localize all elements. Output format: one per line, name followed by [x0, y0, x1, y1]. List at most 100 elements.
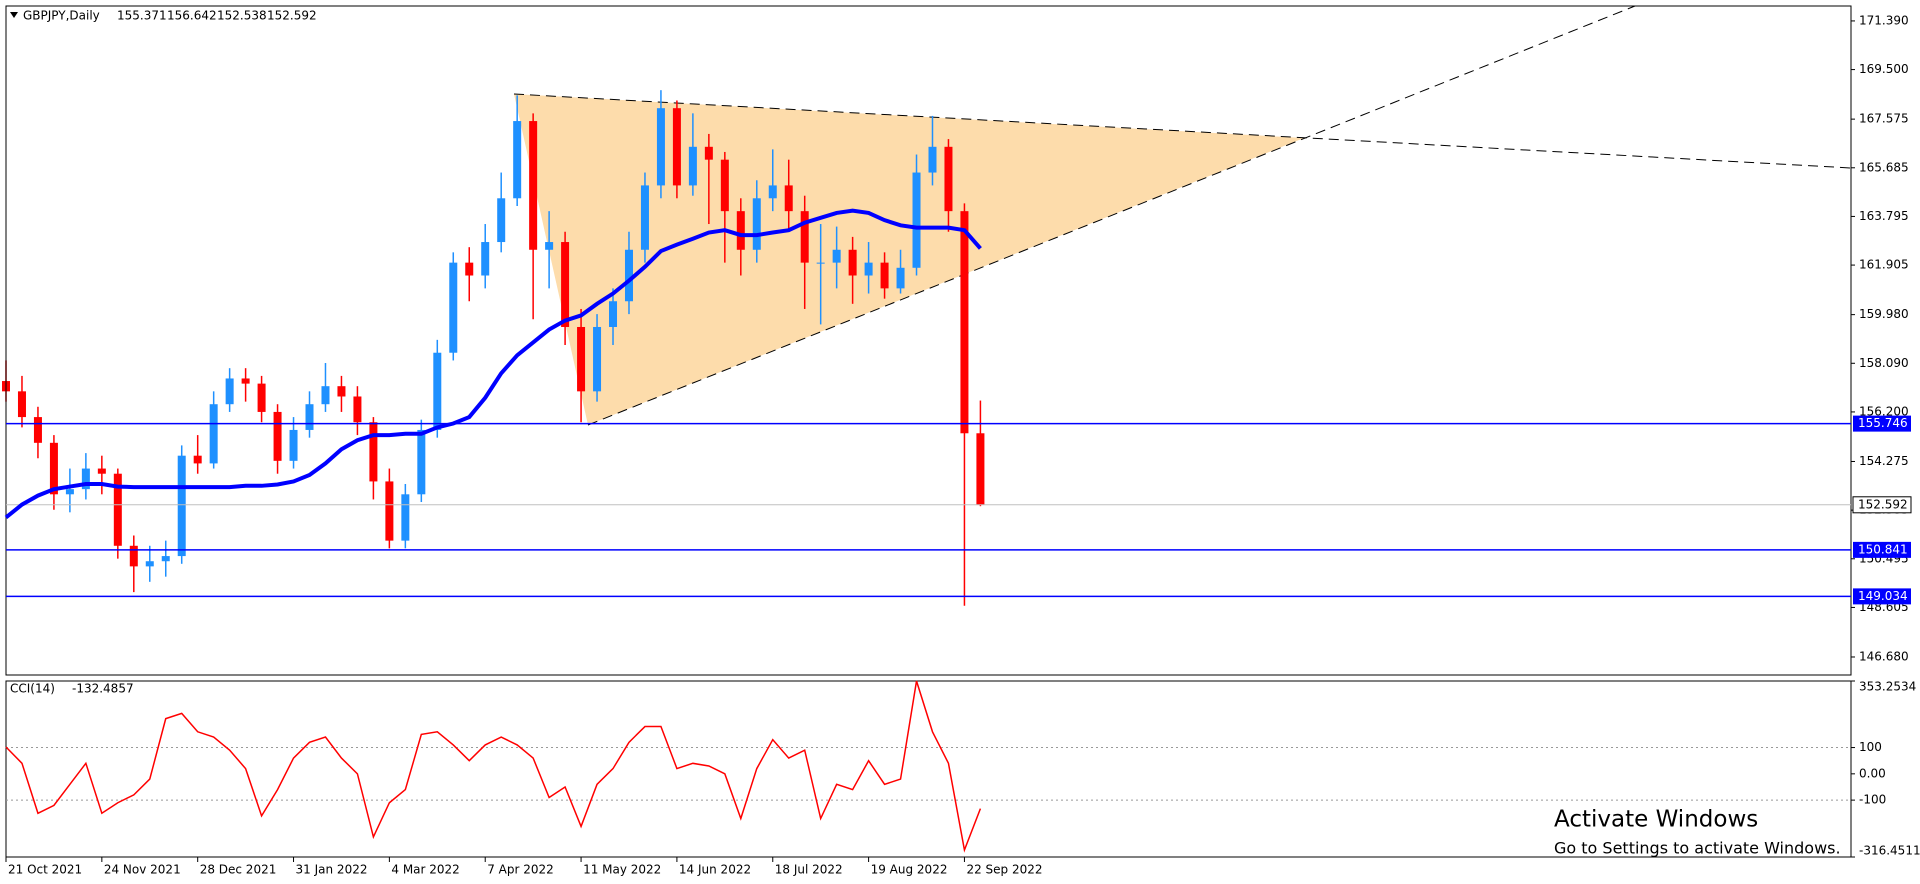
candle-body	[640, 185, 649, 250]
x-tick-label: 4 Mar 2022	[391, 863, 459, 877]
candle-body	[33, 417, 42, 443]
candle-body	[257, 383, 266, 412]
candle-body	[353, 396, 362, 423]
candle-body	[209, 404, 218, 464]
ohlc-close: 152.592	[267, 9, 317, 23]
level-tag	[1853, 588, 1911, 605]
candle-body	[193, 455, 202, 464]
candle-body	[672, 108, 681, 186]
candle-body	[49, 442, 58, 495]
candle-body	[513, 121, 522, 199]
cci-title: CCI(14)	[10, 682, 55, 696]
moving-average	[4, 208, 982, 520]
candle-body	[113, 473, 122, 546]
candle-body	[97, 468, 106, 474]
candle-body	[928, 146, 937, 173]
candle-body	[417, 429, 426, 495]
cci-y-tick-label: 353.2534	[1859, 680, 1916, 694]
candle-body	[337, 386, 346, 397]
candle-body	[225, 378, 234, 405]
candle-body	[848, 249, 857, 276]
candle-body	[65, 489, 74, 495]
ohlc-low: 152.538	[217, 9, 267, 23]
watermark-title: Activate Windows	[1554, 807, 1758, 833]
cci-y-tick-label: -316.4511	[1859, 844, 1920, 858]
candle-body	[561, 242, 570, 327]
trendline-lower	[587, 5, 1636, 426]
candle-body	[800, 211, 809, 263]
cci-y-tick-label: 0.00	[1859, 766, 1886, 780]
cci-y-tick-label: -100	[1859, 793, 1886, 807]
level-label: 155.746	[1858, 416, 1908, 430]
candle-body	[864, 262, 873, 276]
candle-body	[129, 545, 138, 567]
candle-body	[401, 494, 410, 541]
y-tick-label: 163.795	[1859, 209, 1909, 223]
candle-body	[465, 262, 474, 276]
candle-body	[912, 172, 921, 268]
menu-arrow[interactable]	[10, 12, 18, 18]
last-price-tag	[1852, 496, 1912, 514]
x-tick-label: 11 May 2022	[583, 863, 661, 877]
candle-body	[241, 378, 250, 384]
candle-body	[497, 198, 506, 243]
y-tick-label: 165.685	[1859, 160, 1909, 174]
y-tick-label: 156.200	[1859, 404, 1909, 418]
y-tick-label: 146.680	[1859, 649, 1909, 663]
y-tick-label: 159.980	[1859, 307, 1909, 321]
candle-body	[385, 481, 394, 541]
y-tick-label: 167.575	[1859, 112, 1909, 126]
candle-body	[545, 242, 554, 250]
x-tick-label: 14 Jun 2022	[679, 863, 751, 877]
level-tag	[1853, 541, 1911, 558]
candle-body	[81, 468, 90, 490]
candle-body	[177, 455, 186, 557]
ohlc-high: 156.642	[167, 9, 217, 23]
cci-value: -132.4857	[72, 682, 134, 696]
candle-body	[736, 211, 745, 250]
candle-body	[289, 429, 298, 461]
candle-body	[449, 262, 458, 353]
x-tick-label: 31 Jan 2022	[296, 863, 368, 877]
candle-body	[944, 146, 953, 212]
candle-body	[577, 326, 586, 392]
level-label: 150.841	[1858, 542, 1908, 556]
y-tick-label: 171.390	[1859, 13, 1909, 27]
main-pane-border	[5, 5, 1852, 676]
triangle-fill	[514, 94, 1304, 425]
cci-y-tick-label: 100	[1859, 740, 1882, 754]
x-tick-label: 21 Oct 2021	[8, 863, 82, 877]
last-price-label: 152.592	[1858, 497, 1908, 511]
candle-body	[433, 352, 442, 430]
candle-body	[832, 249, 841, 263]
candles	[2, 90, 985, 606]
candle-body	[609, 301, 618, 327]
watermark-subtitle: Go to Settings to activate Windows.	[1554, 839, 1841, 858]
candle-body	[593, 326, 602, 392]
level-tag	[1853, 415, 1911, 432]
cci-line	[5, 680, 982, 853]
candle-body	[688, 146, 697, 186]
candle-body	[305, 404, 314, 430]
candle-body	[624, 249, 633, 302]
candle-body	[960, 211, 969, 434]
chart-title: GBPJPY,Daily	[23, 9, 100, 23]
x-tick-label: 19 Aug 2022	[871, 863, 948, 877]
candle-body	[752, 198, 761, 250]
candle-body	[529, 121, 538, 250]
triangle-drawing	[513, 5, 1852, 426]
x-tick-label: 7 Apr 2022	[487, 863, 554, 877]
y-tick-label: 169.500	[1859, 62, 1909, 76]
candle-body	[481, 242, 490, 276]
x-tick-label: 24 Nov 2021	[104, 863, 181, 877]
candle-body	[161, 556, 170, 562]
x-tick-label: 28 Dec 2021	[200, 863, 277, 877]
candle-body	[321, 386, 330, 405]
candle-body	[704, 146, 713, 160]
candle-body	[880, 262, 889, 289]
x-tick-label: 18 Jul 2022	[775, 863, 843, 877]
candle-body	[656, 108, 665, 186]
candle-body	[145, 561, 154, 567]
candle-body	[369, 422, 378, 482]
